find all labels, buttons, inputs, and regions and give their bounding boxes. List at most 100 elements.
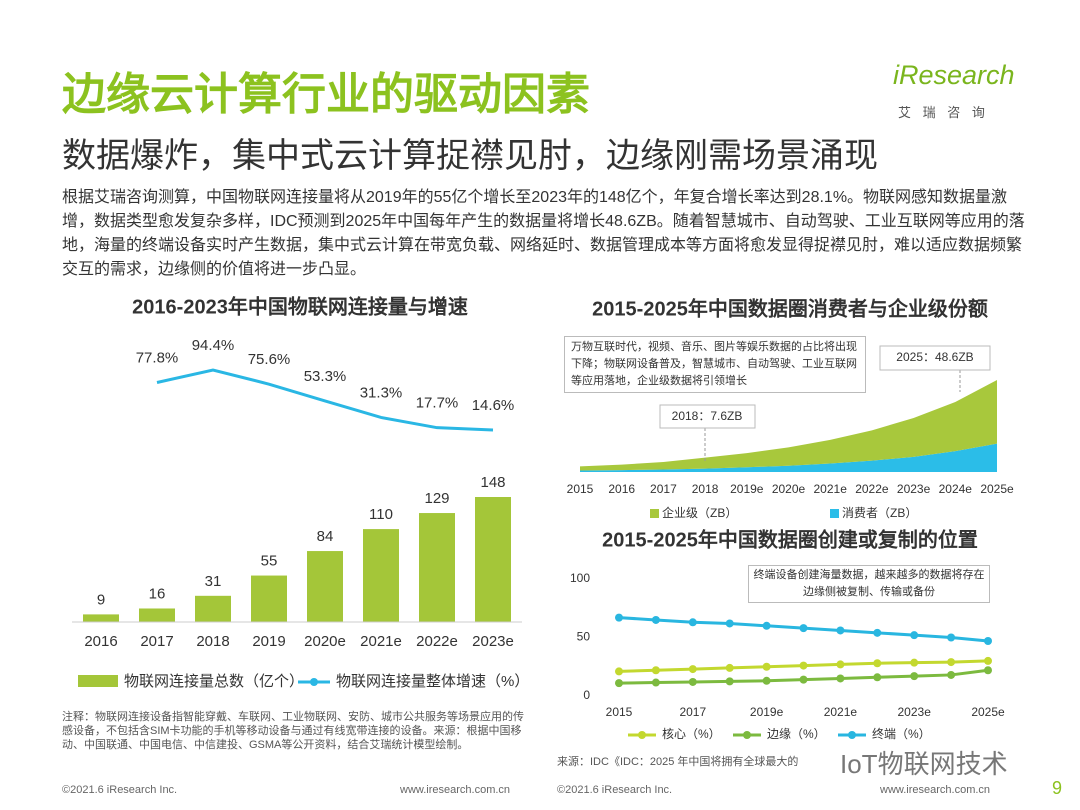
point <box>615 667 623 676</box>
x-tick-label: 2019e <box>730 482 764 496</box>
point <box>984 656 992 665</box>
legend-dot <box>743 731 751 739</box>
point <box>799 675 808 684</box>
value-label: 9 <box>97 591 105 608</box>
legend-swatch <box>830 509 839 518</box>
point <box>984 666 992 675</box>
x-tick-label: 2020e <box>772 482 806 496</box>
legend-label: 物联网连接量总数（亿个） <box>124 673 304 690</box>
subtitle: 数据爆炸，集中式云计算捉襟见肘，边缘刚需场景涌现 <box>62 137 878 175</box>
url: www.iresearch.com.cn <box>880 784 991 796</box>
legend-dot <box>848 731 856 739</box>
y-tick-label: 100 <box>570 571 590 585</box>
point <box>651 666 660 675</box>
legend-label: 物联网连接量整体增速（%） <box>336 673 529 690</box>
bar <box>195 595 231 622</box>
legend-label: 边缘（%） <box>767 727 826 741</box>
x-tick-label: 2019e <box>750 705 784 719</box>
point <box>910 672 919 681</box>
bar <box>251 575 287 622</box>
legend-label: 终端（%） <box>872 726 931 741</box>
value-label: 14.6% <box>472 397 515 414</box>
point <box>947 658 956 667</box>
value-label: 55 <box>261 553 278 570</box>
x-tick-label: 2022e <box>855 482 889 496</box>
value-label: 31.3% <box>360 384 403 401</box>
x-tick-label: 2020e <box>304 633 346 650</box>
bar <box>419 513 455 622</box>
annotation: 2025：48.6ZB <box>896 350 973 364</box>
legend-swatch <box>650 509 659 518</box>
x-tick-label: 2015 <box>567 482 594 496</box>
point <box>688 665 697 674</box>
body-text: 根据艾瑞咨询测算，中国物联网连接量将从2019年的55亿个增长至2023年的14… <box>62 189 1025 278</box>
legend-label: 消费者（ZB） <box>842 506 917 520</box>
x-tick-label: 2016 <box>84 633 117 650</box>
point <box>836 660 845 669</box>
value-label: 110 <box>369 506 393 523</box>
x-tick-label: 2023e <box>897 482 931 496</box>
x-tick-label: 2017 <box>679 705 706 719</box>
url: www.iresearch.com.cn <box>400 784 511 796</box>
point <box>836 674 845 683</box>
notes: 注释：物联网连接设备指智能穿戴、车联网、工业物联网、安防、城市公共服务等场景应用… <box>62 711 524 751</box>
chart-title: 2015-2025年中国数据圈创建或复制的位置 <box>602 527 978 551</box>
point <box>762 676 771 685</box>
value-label: 16 <box>149 585 166 602</box>
point <box>984 637 992 646</box>
legend-label: 核心（%） <box>662 727 721 741</box>
point <box>910 631 919 640</box>
label-box <box>659 404 756 429</box>
x-tick-label: 2016 <box>608 482 635 496</box>
x-tick-label: 2019 <box>252 633 285 650</box>
point <box>651 678 660 687</box>
x-tick-label: 2015 <box>606 705 633 719</box>
x-tick-label: 2018 <box>692 482 719 496</box>
x-tick-label: 2023e <box>898 705 932 719</box>
x-tick-label: 2025e <box>971 705 1005 719</box>
watermark: IoT物联网技术 <box>840 749 1008 779</box>
point <box>651 615 660 624</box>
legend-swatch <box>78 675 118 687</box>
bar <box>83 614 119 622</box>
copyright: ©2021.6 iResearch Inc. <box>62 784 178 796</box>
point <box>615 613 623 622</box>
label-box <box>879 345 991 371</box>
point <box>688 677 697 686</box>
title: 边缘云计算行业的驱动因素 <box>62 70 590 119</box>
source: 来源：IDC《IDC：2025 年中国将拥有全球最大的 <box>557 756 799 768</box>
point <box>762 662 771 671</box>
value-label: 75.6% <box>248 351 291 368</box>
chart-title: 2016-2023年中国物联网连接量与增速 <box>132 294 468 318</box>
x-tick-label: 2025e <box>980 482 1014 496</box>
point <box>725 677 734 686</box>
value-label: 31 <box>205 573 222 590</box>
x-tick-label: 2023e <box>472 633 514 650</box>
point <box>615 679 623 688</box>
y-tick-label: 50 <box>577 630 591 644</box>
logo-sub: 艾 瑞 咨 询 <box>898 105 989 120</box>
x-tick-label: 2018 <box>196 633 229 650</box>
point <box>688 618 697 627</box>
x-tick-label: 2017 <box>140 633 173 650</box>
legend-dot <box>638 731 646 739</box>
point <box>947 670 956 679</box>
value-label: 77.8% <box>136 349 179 366</box>
bar <box>363 529 399 622</box>
x-tick-label: 2021e <box>360 633 402 650</box>
chart-title: 2015-2025年中国数据圈消费者与企业级份额 <box>592 296 988 320</box>
area <box>580 443 997 472</box>
point <box>910 658 919 667</box>
point <box>725 663 734 672</box>
value-label: 84 <box>317 528 334 545</box>
point <box>947 633 956 642</box>
point <box>836 626 845 635</box>
point <box>873 628 882 637</box>
legend-label: 企业级（ZB） <box>662 505 737 520</box>
value-label: 148 <box>480 474 505 491</box>
value-label: 94.4% <box>192 337 235 354</box>
y-tick-label: 0 <box>583 688 590 702</box>
logo: iResearch <box>893 60 1015 90</box>
